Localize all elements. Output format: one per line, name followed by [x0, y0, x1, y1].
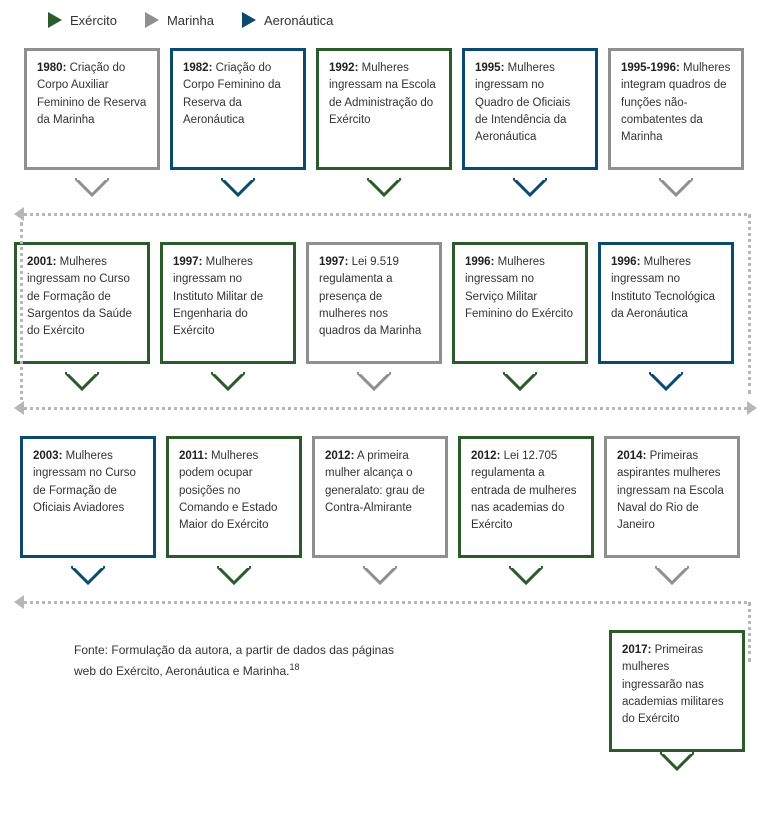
dotted-line [24, 601, 747, 604]
dotted-line [24, 407, 747, 410]
card-text: Lei 9.519 regulamenta a presença de mulh… [319, 256, 421, 337]
timeline-row-2: 2001: Mulheres ingressam no Curso de For… [14, 242, 757, 364]
arrow-left-icon [14, 401, 24, 415]
card-pointer [312, 566, 448, 588]
timeline-row-1: 1980: Criação do Corpo Auxiliar Feminino… [24, 48, 757, 170]
card-pointer [604, 566, 740, 588]
timeline-card: 1980: Criação do Corpo Auxiliar Feminino… [24, 48, 160, 170]
timeline-card: 2011: Mulheres podem ocupar posições no … [166, 436, 302, 558]
card-text: Mulheres integram quadros de funções não… [621, 62, 730, 143]
triangle-icon [48, 12, 62, 28]
arrow-right-icon [747, 401, 757, 415]
card-year: 1995-1996: [621, 62, 680, 74]
card-pointer [14, 372, 150, 394]
timeline-card: 1982: Criação do Corpo Feminino da Reser… [170, 48, 306, 170]
legend-exercito: Exército [48, 12, 117, 28]
card-year: 1980: [37, 62, 66, 74]
card-pointer [20, 566, 156, 588]
card-pointer [609, 752, 745, 774]
card-text: Primeiras mulheres ingressarão nas acade… [622, 644, 724, 725]
card-year: 1982: [183, 62, 212, 74]
card-pointer [24, 178, 160, 200]
card-year: 2001: [27, 256, 56, 268]
dotted-connector [14, 402, 757, 418]
card-pointer [458, 566, 594, 588]
timeline-card: 1995: Mulheres ingressam no Quadro de Of… [462, 48, 598, 170]
card-pointer [170, 178, 306, 200]
card-text: Mulheres ingressam no Instituto Militar … [173, 256, 263, 337]
dotted-vertical [748, 214, 751, 394]
card-year: 2017: [622, 644, 651, 656]
timeline-card: 2014: Primeiras aspirantes mulheres ingr… [604, 436, 740, 558]
pointer-row-2 [14, 372, 757, 394]
card-pointer [462, 178, 598, 200]
card-text: Mulheres podem ocupar posições no Comand… [179, 450, 277, 531]
timeline-card: 1995-1996: Mulheres integram quadros de … [608, 48, 744, 170]
timeline-card: 2012: A primeira mulher alcança o genera… [312, 436, 448, 558]
dotted-connector [14, 208, 757, 224]
card-year: 1997: [173, 256, 202, 268]
dotted-connector [14, 596, 757, 612]
timeline-card: 1997: Lei 9.519 regulamenta a presença d… [306, 242, 442, 364]
triangle-icon [145, 12, 159, 28]
triangle-icon [242, 12, 256, 28]
card-pointer [306, 372, 442, 394]
card-year: 2012: [471, 450, 500, 462]
card-pointer [166, 566, 302, 588]
card-year: 2011: [179, 450, 208, 462]
timeline-card: 2001: Mulheres ingressam no Curso de For… [14, 242, 150, 364]
card-text: Mulheres ingressam no Quadro de Oficiais… [475, 62, 570, 143]
card-pointer [316, 178, 452, 200]
timeline-card: 1996: Mulheres ingressam no Serviço Mili… [452, 242, 588, 364]
legend: Exército Marinha Aeronáutica [48, 12, 757, 28]
source-text: Fonte: Formulação da autora, a partir de… [74, 640, 394, 682]
timeline-row-3: 2003: Mulheres ingressam no Curso de For… [20, 436, 757, 558]
card-year: 1995: [475, 62, 504, 74]
legend-aeronautica: Aeronáutica [242, 12, 333, 28]
source-sup: 18 [289, 662, 299, 672]
timeline-card-2017: 2017: Primeiras mulheres ingressarão nas… [609, 630, 745, 752]
arrow-left-icon [14, 595, 24, 609]
dotted-line [24, 213, 747, 216]
card-text: Mulheres ingressam no Curso de Formação … [27, 256, 132, 337]
legend-marinha: Marinha [145, 12, 214, 28]
dotted-vertical [748, 602, 751, 662]
pointer-row-3 [20, 566, 757, 588]
card-text: Lei 12.705 regulamenta a entrada de mulh… [471, 450, 576, 531]
card-year: 2012: [325, 450, 354, 462]
card-year: 2014: [617, 450, 646, 462]
dotted-vertical [20, 222, 23, 408]
card-pointer [608, 178, 744, 200]
card-year: 1992: [329, 62, 358, 74]
card-year: 1997: [319, 256, 348, 268]
card-pointer [598, 372, 734, 394]
card-year: 1996: [465, 256, 494, 268]
card-year: 2003: [33, 450, 62, 462]
legend-label: Marinha [167, 13, 214, 28]
legend-label: Exército [70, 13, 117, 28]
timeline-card: 1997: Mulheres ingressam no Instituto Mi… [160, 242, 296, 364]
final-row: Fonte: Formulação da autora, a partir de… [14, 630, 757, 774]
source-body: Fonte: Formulação da autora, a partir de… [74, 643, 394, 678]
timeline-card: 1992: Mulheres ingressam na Escola de Ad… [316, 48, 452, 170]
pointer-row-1 [24, 178, 757, 200]
timeline-card: 1996: Mulheres ingressam no Instituto Te… [598, 242, 734, 364]
card-pointer [160, 372, 296, 394]
timeline-card: 2012: Lei 12.705 regulamenta a entrada d… [458, 436, 594, 558]
timeline-card: 2003: Mulheres ingressam no Curso de For… [20, 436, 156, 558]
card-pointer [452, 372, 588, 394]
legend-label: Aeronáutica [264, 13, 333, 28]
arrow-left-icon [14, 207, 24, 221]
card-text: Primeiras aspirantes mulheres ingressam … [617, 450, 724, 531]
card-year: 1996: [611, 256, 640, 268]
